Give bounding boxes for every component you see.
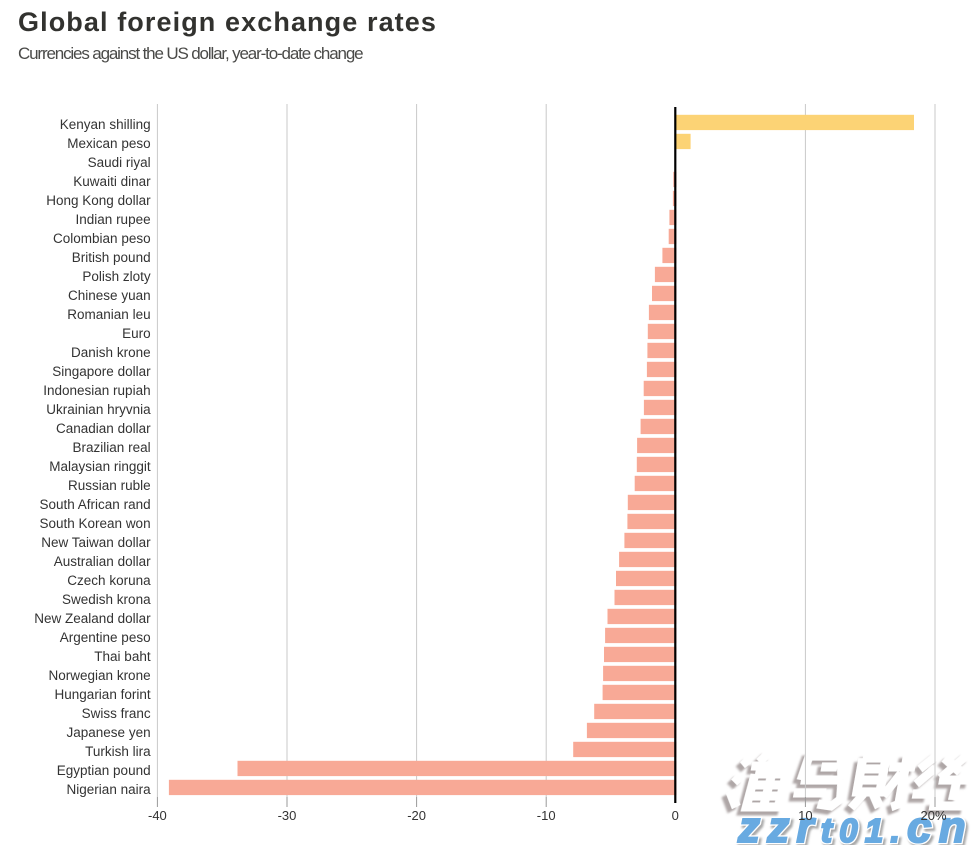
svg-text:Chinese yuan: Chinese yuan (68, 288, 151, 303)
svg-text:Singapore dollar: Singapore dollar (52, 364, 151, 379)
svg-text:Malaysian ringgit: Malaysian ringgit (49, 459, 151, 474)
svg-text:Czech koruna: Czech koruna (67, 573, 151, 588)
svg-text:Brazilian real: Brazilian real (73, 440, 151, 455)
svg-text:Kuwaiti dinar: Kuwaiti dinar (73, 174, 151, 189)
svg-text:Indonesian rupiah: Indonesian rupiah (43, 383, 150, 398)
svg-text:Canadian dollar: Canadian dollar (56, 421, 151, 436)
svg-text:zzrt01.cn: zzrt01.cn (737, 803, 973, 845)
svg-text:10: 10 (798, 808, 812, 823)
svg-text:Ukrainian hryvnia: Ukrainian hryvnia (46, 402, 151, 417)
svg-text:Australian dollar: Australian dollar (54, 554, 151, 569)
svg-text:Swiss franc: Swiss franc (82, 706, 151, 721)
svg-text:Polish zloty: Polish zloty (82, 269, 151, 284)
svg-text:Indian rupee: Indian rupee (76, 212, 151, 227)
svg-text:Danish krone: Danish krone (71, 345, 151, 360)
svg-text:Japanese yen: Japanese yen (67, 725, 151, 740)
svg-text:Saudi riyal: Saudi riyal (88, 155, 151, 170)
svg-text:-20: -20 (407, 808, 426, 823)
svg-text:Kenyan shilling: Kenyan shilling (60, 117, 151, 132)
svg-text:Thai baht: Thai baht (94, 649, 151, 664)
svg-text:-30: -30 (278, 808, 297, 823)
svg-text:-10: -10 (537, 808, 556, 823)
svg-text:New Taiwan dollar: New Taiwan dollar (41, 535, 151, 550)
svg-text:Swedish krona: Swedish krona (62, 592, 151, 607)
svg-text:Nigerian naira: Nigerian naira (67, 782, 152, 797)
svg-text:Euro: Euro (122, 326, 151, 341)
svg-text:New Zealand dollar: New Zealand dollar (34, 611, 151, 626)
svg-text:South Korean won: South Korean won (40, 516, 151, 531)
svg-text:zzrt01.cn: zzrt01.cn (737, 803, 973, 845)
svg-text:Turkish lira: Turkish lira (85, 744, 151, 759)
svg-text:Argentine peso: Argentine peso (60, 630, 151, 645)
svg-text:Colombian peso: Colombian peso (53, 231, 151, 246)
svg-text:Norwegian krone: Norwegian krone (49, 668, 151, 683)
svg-text:British pound: British pound (72, 250, 151, 265)
svg-text:South African rand: South African rand (40, 497, 151, 512)
svg-text:Russian ruble: Russian ruble (68, 478, 151, 493)
svg-text:Mexican peso: Mexican peso (67, 136, 150, 151)
svg-text:0: 0 (672, 808, 679, 823)
svg-text:Egyptian pound: Egyptian pound (57, 763, 151, 778)
svg-text:-40: -40 (148, 808, 167, 823)
svg-text:Hungarian forint: Hungarian forint (55, 687, 151, 702)
svg-text:20%: 20% (920, 808, 946, 823)
svg-text:Romanian leu: Romanian leu (67, 307, 150, 322)
svg-text:Hong Kong dollar: Hong Kong dollar (46, 193, 151, 208)
